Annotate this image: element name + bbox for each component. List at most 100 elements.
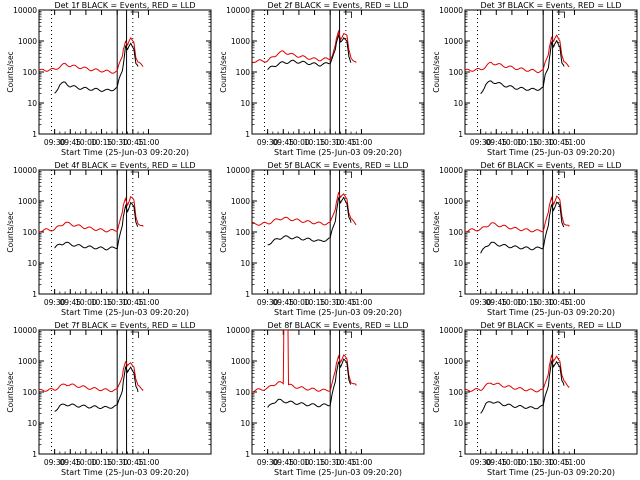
x-tick-label: 10:15	[91, 458, 113, 467]
x-tick-label: 10:45	[122, 458, 144, 467]
y-tick-label: 1	[245, 290, 250, 299]
y-tick-label: 100	[449, 68, 464, 77]
y-axis-label: Counts/sec	[432, 51, 441, 92]
panel-title: Det 6f BLACK = Events, RED = LLD	[480, 161, 621, 170]
y-tick-label: 1000	[444, 357, 463, 366]
y-tick-label: 10000	[439, 326, 463, 335]
plot-frame	[464, 329, 638, 455]
lld-series-line	[465, 195, 570, 233]
x-tick-label: 09:30	[44, 458, 66, 467]
x-tick-label: 09:45	[272, 458, 294, 467]
x-tick-label: 10:00	[75, 298, 97, 307]
y-tick-label: 1	[32, 290, 37, 299]
x-tick-label: 10:15	[517, 138, 539, 147]
y-tick-label: 100	[449, 228, 464, 237]
x-tick-label: 09:45	[485, 458, 507, 467]
y-tick-label: 10000	[439, 6, 463, 15]
events-series-line	[267, 358, 351, 408]
y-tick-label: 1000	[444, 37, 463, 46]
lld-series-line	[252, 191, 357, 226]
y-axis-label: Counts/sec	[432, 211, 441, 252]
x-tick-label: 10:30	[532, 138, 554, 147]
x-tick-label: 09:45	[59, 138, 81, 147]
x-tick-label: 10:00	[288, 138, 310, 147]
x-tick-label: 10:00	[501, 298, 523, 307]
y-axis-label: Counts/sec	[6, 211, 15, 252]
plot-frame	[38, 329, 212, 455]
y-tick-label: 1000	[231, 197, 250, 206]
panel-title: Det 8f BLACK = Events, RED = LLD	[267, 321, 408, 330]
y-tick-label: 1	[245, 130, 250, 139]
x-tick-label: 10:15	[517, 458, 539, 467]
x-tick-label: 10:15	[517, 298, 539, 307]
x-tick-label: 09:45	[59, 458, 81, 467]
x-tick-label: 11:00	[138, 458, 160, 467]
x-tick-label: 10:15	[304, 298, 326, 307]
x-tick-label: 09:45	[59, 298, 81, 307]
lld-series-line	[39, 360, 144, 393]
events-series-line	[54, 365, 139, 412]
y-axis-label: Counts/sec	[219, 371, 228, 412]
x-tick-label: 10:30	[532, 298, 554, 307]
x-tick-label: 11:00	[138, 298, 160, 307]
y-tick-label: 10	[240, 99, 250, 108]
y-tick-label: 1	[32, 130, 37, 139]
y-tick-label: 1000	[18, 197, 37, 206]
x-tick-label: 09:30	[44, 138, 66, 147]
bracket-mark	[130, 171, 139, 178]
x-tick-label: 10:30	[319, 298, 341, 307]
bracket-mark	[556, 171, 565, 178]
y-tick-label: 10	[27, 259, 37, 268]
x-tick-label: 09:30	[257, 298, 279, 307]
y-tick-label: 100	[23, 228, 38, 237]
x-tick-label: 09:30	[470, 458, 492, 467]
x-axis-label: Start Time (25-Jun-03 09:20:20)	[61, 468, 189, 477]
y-axis-label: Counts/sec	[219, 51, 228, 92]
x-tick-label: 10:00	[501, 458, 523, 467]
y-tick-label: 1	[458, 290, 463, 299]
y-tick-label: 10	[453, 419, 463, 428]
x-tick-label: 11:00	[351, 298, 373, 307]
y-tick-label: 10	[453, 259, 463, 268]
y-tick-label: 100	[23, 388, 38, 397]
x-tick-label: 10:00	[288, 298, 310, 307]
bracket-mark	[130, 11, 139, 18]
panel-det-5: Det 5f BLACK = Events, RED = LLD 1 10 100 10…	[219, 161, 425, 317]
y-tick-label: 100	[23, 68, 38, 77]
x-tick-label: 10:00	[288, 458, 310, 467]
x-tick-label: 10:00	[75, 458, 97, 467]
x-tick-label: 10:30	[106, 458, 128, 467]
x-tick-label: 10:30	[532, 458, 554, 467]
bracket-mark	[556, 331, 565, 338]
y-tick-label: 100	[236, 68, 251, 77]
x-tick-label: 09:30	[470, 138, 492, 147]
x-tick-label: 10:45	[335, 138, 357, 147]
y-tick-label: 10	[453, 99, 463, 108]
panel-title: Det 4f BLACK = Events, RED = LLD	[54, 161, 195, 170]
x-tick-label: 09:45	[272, 298, 294, 307]
bracket-mark	[343, 171, 352, 178]
y-tick-label: 100	[236, 228, 251, 237]
y-tick-label: 1000	[231, 37, 250, 46]
plot-frame	[38, 169, 212, 295]
plot-frame	[464, 9, 638, 135]
x-tick-label: 09:30	[44, 298, 66, 307]
y-tick-label: 10000	[13, 6, 37, 15]
lld-series-line	[465, 34, 570, 74]
x-tick-label: 10:15	[304, 458, 326, 467]
y-tick-label: 100	[449, 388, 464, 397]
x-axis-label: Start Time (25-Jun-03 09:20:20)	[274, 148, 402, 157]
lld-series-line	[465, 353, 570, 393]
panel-det-3: Det 3f BLACK = Events, RED = LLD 1 10 100 10…	[432, 1, 638, 157]
x-axis-label: Start Time (25-Jun-03 09:20:20)	[487, 308, 615, 317]
panel-det-6: Det 6f BLACK = Events, RED = LLD 1 10 100 10…	[432, 161, 638, 317]
events-series-line	[480, 201, 565, 254]
x-tick-label: 10:45	[548, 298, 570, 307]
panel-title: Det 9f BLACK = Events, RED = LLD	[480, 321, 621, 330]
x-tick-label: 09:45	[272, 138, 294, 147]
x-tick-label: 11:00	[138, 138, 160, 147]
y-tick-label: 1	[458, 130, 463, 139]
x-tick-label: 09:30	[257, 138, 279, 147]
x-tick-label: 10:45	[122, 138, 144, 147]
